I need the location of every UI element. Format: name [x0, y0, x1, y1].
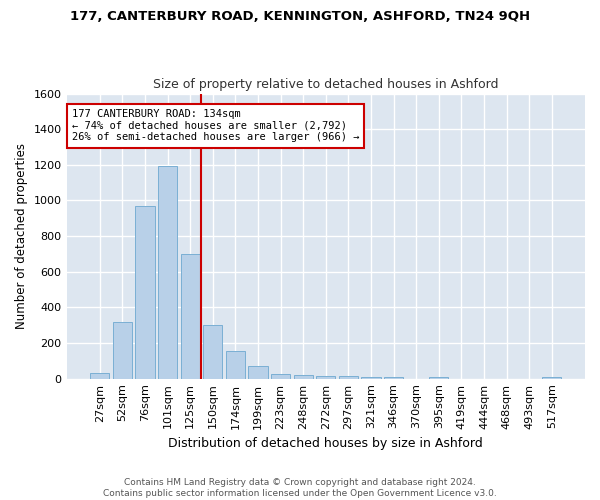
- Bar: [271, 374, 290, 378]
- Bar: [113, 322, 132, 378]
- Text: 177, CANTERBURY ROAD, KENNINGTON, ASHFORD, TN24 9QH: 177, CANTERBURY ROAD, KENNINGTON, ASHFOR…: [70, 10, 530, 23]
- Bar: [293, 375, 313, 378]
- Bar: [181, 254, 200, 378]
- Bar: [361, 377, 380, 378]
- Bar: [158, 166, 177, 378]
- Bar: [316, 376, 335, 378]
- Bar: [203, 325, 223, 378]
- Bar: [226, 351, 245, 378]
- Title: Size of property relative to detached houses in Ashford: Size of property relative to detached ho…: [153, 78, 499, 91]
- Y-axis label: Number of detached properties: Number of detached properties: [15, 143, 28, 329]
- Bar: [248, 366, 268, 378]
- Bar: [542, 377, 562, 378]
- Bar: [90, 374, 109, 378]
- Text: Contains HM Land Registry data © Crown copyright and database right 2024.
Contai: Contains HM Land Registry data © Crown c…: [103, 478, 497, 498]
- X-axis label: Distribution of detached houses by size in Ashford: Distribution of detached houses by size …: [169, 437, 483, 450]
- Bar: [339, 376, 358, 378]
- Text: 177 CANTERBURY ROAD: 134sqm
← 74% of detached houses are smaller (2,792)
26% of : 177 CANTERBURY ROAD: 134sqm ← 74% of det…: [72, 109, 359, 142]
- Bar: [136, 206, 155, 378]
